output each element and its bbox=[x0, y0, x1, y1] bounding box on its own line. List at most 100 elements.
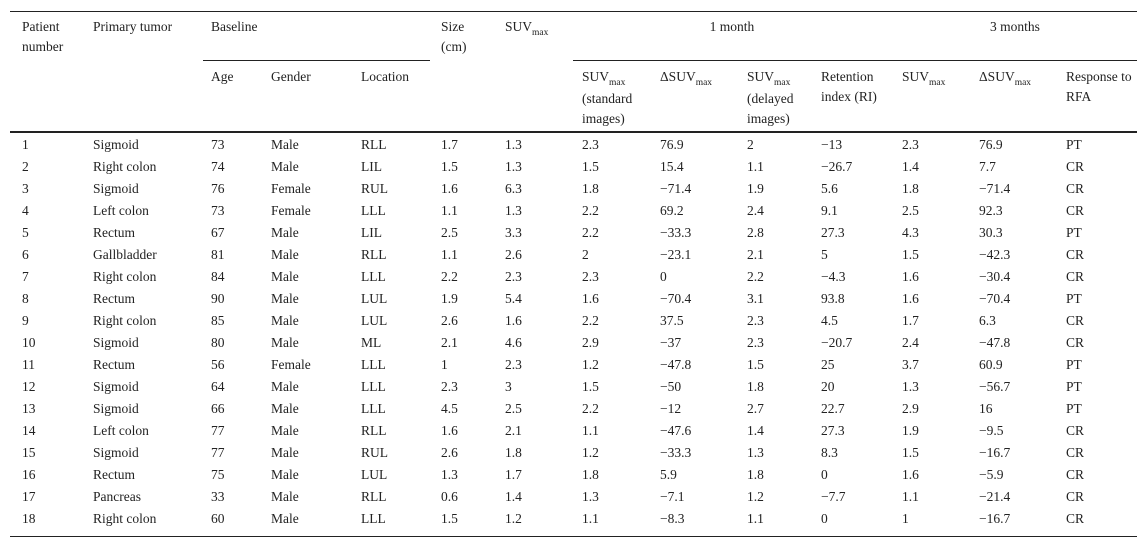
table-cell: −33.3 bbox=[660, 445, 692, 460]
sub-header: SUVmax (standard images) bbox=[582, 67, 648, 129]
table-cell: 2 bbox=[582, 247, 589, 262]
table-cell: 1.6 bbox=[582, 291, 599, 306]
table-cell: Male bbox=[271, 423, 299, 438]
sub-header-sub: max bbox=[609, 78, 626, 88]
table-cell: 60.9 bbox=[979, 357, 1003, 372]
table-cell: Sigmoid bbox=[93, 335, 139, 350]
table-cell: 1.3 bbox=[505, 203, 522, 218]
table-cell: 2 bbox=[22, 159, 29, 174]
sub-header: Gender bbox=[271, 67, 311, 87]
table-cell: 2.5 bbox=[441, 225, 458, 240]
table-cell: 2.2 bbox=[582, 313, 599, 328]
table-cell: RUL bbox=[361, 181, 388, 196]
table-cell: 2 bbox=[747, 137, 754, 152]
table-cell: LLL bbox=[361, 203, 386, 218]
sub-header-main: SUV bbox=[902, 69, 930, 84]
table-cell: −33.3 bbox=[660, 225, 692, 240]
table-cell: 27.3 bbox=[821, 225, 845, 240]
table-cell: 5.6 bbox=[821, 181, 838, 196]
table-cell: 11 bbox=[22, 357, 35, 372]
sub-header: Location bbox=[361, 67, 409, 87]
table-cell: Gallbladder bbox=[93, 247, 157, 262]
table-cell: 2.3 bbox=[582, 269, 599, 284]
table-cell: 6.3 bbox=[505, 181, 522, 196]
table-cell: 2.7 bbox=[747, 401, 764, 416]
table-cell: 1.6 bbox=[441, 423, 458, 438]
sub-header-sub: max bbox=[1014, 78, 1032, 88]
top-header-main: SUV bbox=[505, 19, 533, 34]
table-cell: −8.3 bbox=[660, 511, 685, 526]
sub-header: ΔSUVmax bbox=[979, 67, 1031, 89]
header-rule bbox=[10, 131, 1137, 133]
table-cell: 69.2 bbox=[660, 203, 684, 218]
table-cell: 1.2 bbox=[505, 511, 522, 526]
table-cell: 4.3 bbox=[902, 225, 919, 240]
table-cell: 25 bbox=[821, 357, 835, 372]
table-cell: 1.1 bbox=[441, 203, 458, 218]
table-cell: 2.3 bbox=[747, 313, 764, 328]
table-cell: LUL bbox=[361, 467, 388, 482]
table-cell: 1.9 bbox=[902, 423, 919, 438]
table-cell: Rectum bbox=[93, 225, 135, 240]
table-cell: 8 bbox=[22, 291, 29, 306]
table-cell: Male bbox=[271, 401, 299, 416]
sub-header: Response to RFA bbox=[1066, 67, 1132, 107]
table-cell: 1.9 bbox=[441, 291, 458, 306]
table-cell: 1.6 bbox=[441, 181, 458, 196]
table-cell: 20 bbox=[821, 379, 835, 394]
table-cell: −70.4 bbox=[660, 291, 692, 306]
sub-header: ΔSUVmax bbox=[660, 67, 712, 89]
table-cell: CR bbox=[1066, 313, 1085, 328]
table-cell: 5 bbox=[22, 225, 29, 240]
sub-header-line: SUVmax bbox=[747, 67, 809, 89]
table-cell: 5.4 bbox=[505, 291, 522, 306]
table-cell: 1.6 bbox=[902, 467, 919, 482]
table-cell: CR bbox=[1066, 423, 1085, 438]
top-header: 3 months bbox=[990, 17, 1040, 37]
table-cell: −4.3 bbox=[821, 269, 846, 284]
table-cell: CR bbox=[1066, 159, 1085, 174]
table-cell: −16.7 bbox=[979, 511, 1011, 526]
table-cell: −47.8 bbox=[979, 335, 1011, 350]
table-cell: 2.2 bbox=[582, 225, 599, 240]
table-cell: 15 bbox=[22, 445, 36, 460]
table-cell: 1.1 bbox=[441, 247, 458, 262]
sub-header-text: Age bbox=[211, 69, 234, 84]
sub-header-main: ΔSUV bbox=[979, 69, 1015, 84]
table-cell: ML bbox=[361, 335, 382, 350]
table-cell: 2.1 bbox=[747, 247, 764, 262]
table-cell: 2.2 bbox=[441, 269, 458, 284]
table-cell: LUL bbox=[361, 313, 388, 328]
table-cell: −26.7 bbox=[821, 159, 853, 174]
table-cell: 3.7 bbox=[902, 357, 919, 372]
table-cell: Left colon bbox=[93, 203, 149, 218]
sub-header-line: SUVmax bbox=[582, 67, 648, 89]
table-cell: 3.3 bbox=[505, 225, 522, 240]
sub-header: Age bbox=[211, 67, 234, 87]
table-cell: 13 bbox=[22, 401, 36, 416]
table-cell: Male bbox=[271, 511, 299, 526]
table-cell: 9 bbox=[22, 313, 29, 328]
table-cell: 1.3 bbox=[505, 159, 522, 174]
top-header: Baseline bbox=[211, 17, 258, 37]
table-cell: 1.2 bbox=[582, 357, 599, 372]
top-header-text: Size (cm) bbox=[441, 19, 467, 54]
table-cell: 1.2 bbox=[582, 445, 599, 460]
table-cell: Female bbox=[271, 203, 311, 218]
sub-header-text: Retention index (RI) bbox=[821, 69, 877, 104]
table-cell: 1.5 bbox=[902, 445, 919, 460]
table-cell: 6.3 bbox=[979, 313, 996, 328]
table-cell: 1.1 bbox=[582, 511, 599, 526]
table-cell: 2.4 bbox=[747, 203, 764, 218]
group-rule bbox=[203, 60, 430, 61]
table-cell: 3 bbox=[22, 181, 29, 196]
top-header-sub: max bbox=[532, 28, 549, 38]
table-cell: Male bbox=[271, 247, 299, 262]
table-cell: LIL bbox=[361, 225, 382, 240]
sub-header-note: (standard images) bbox=[582, 91, 633, 126]
table-cell: 1 bbox=[441, 357, 448, 372]
table-cell: 64 bbox=[211, 379, 225, 394]
table-cell: −30.4 bbox=[979, 269, 1011, 284]
table-cell: CR bbox=[1066, 247, 1085, 262]
